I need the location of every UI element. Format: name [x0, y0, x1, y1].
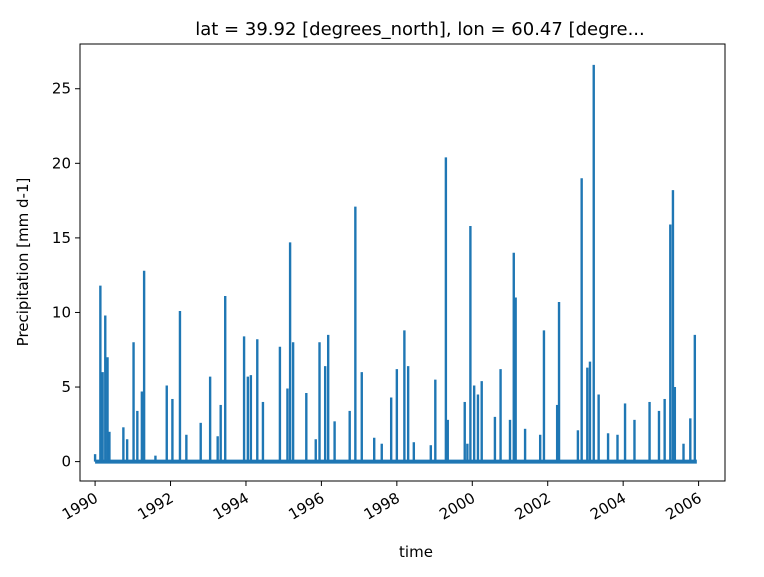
- plot-area: [93, 64, 697, 464]
- y-tick-label: 5: [61, 378, 71, 396]
- y-tick-label: 20: [52, 154, 71, 172]
- y-tick-label: 25: [52, 80, 71, 98]
- y-tick-label: 15: [52, 229, 71, 247]
- y-tick-label: 0: [61, 453, 71, 471]
- x-axis-label: time: [399, 543, 433, 561]
- y-tick-label: 10: [52, 303, 71, 321]
- y-axis: 0 5 10 15 20 25: [52, 80, 80, 471]
- y-axis-label: Precipitation [mm d-1]: [14, 178, 32, 347]
- chart-title: lat = 39.92 [degrees_north], lon = 60.47…: [195, 19, 645, 40]
- axes-frame: [79, 43, 726, 482]
